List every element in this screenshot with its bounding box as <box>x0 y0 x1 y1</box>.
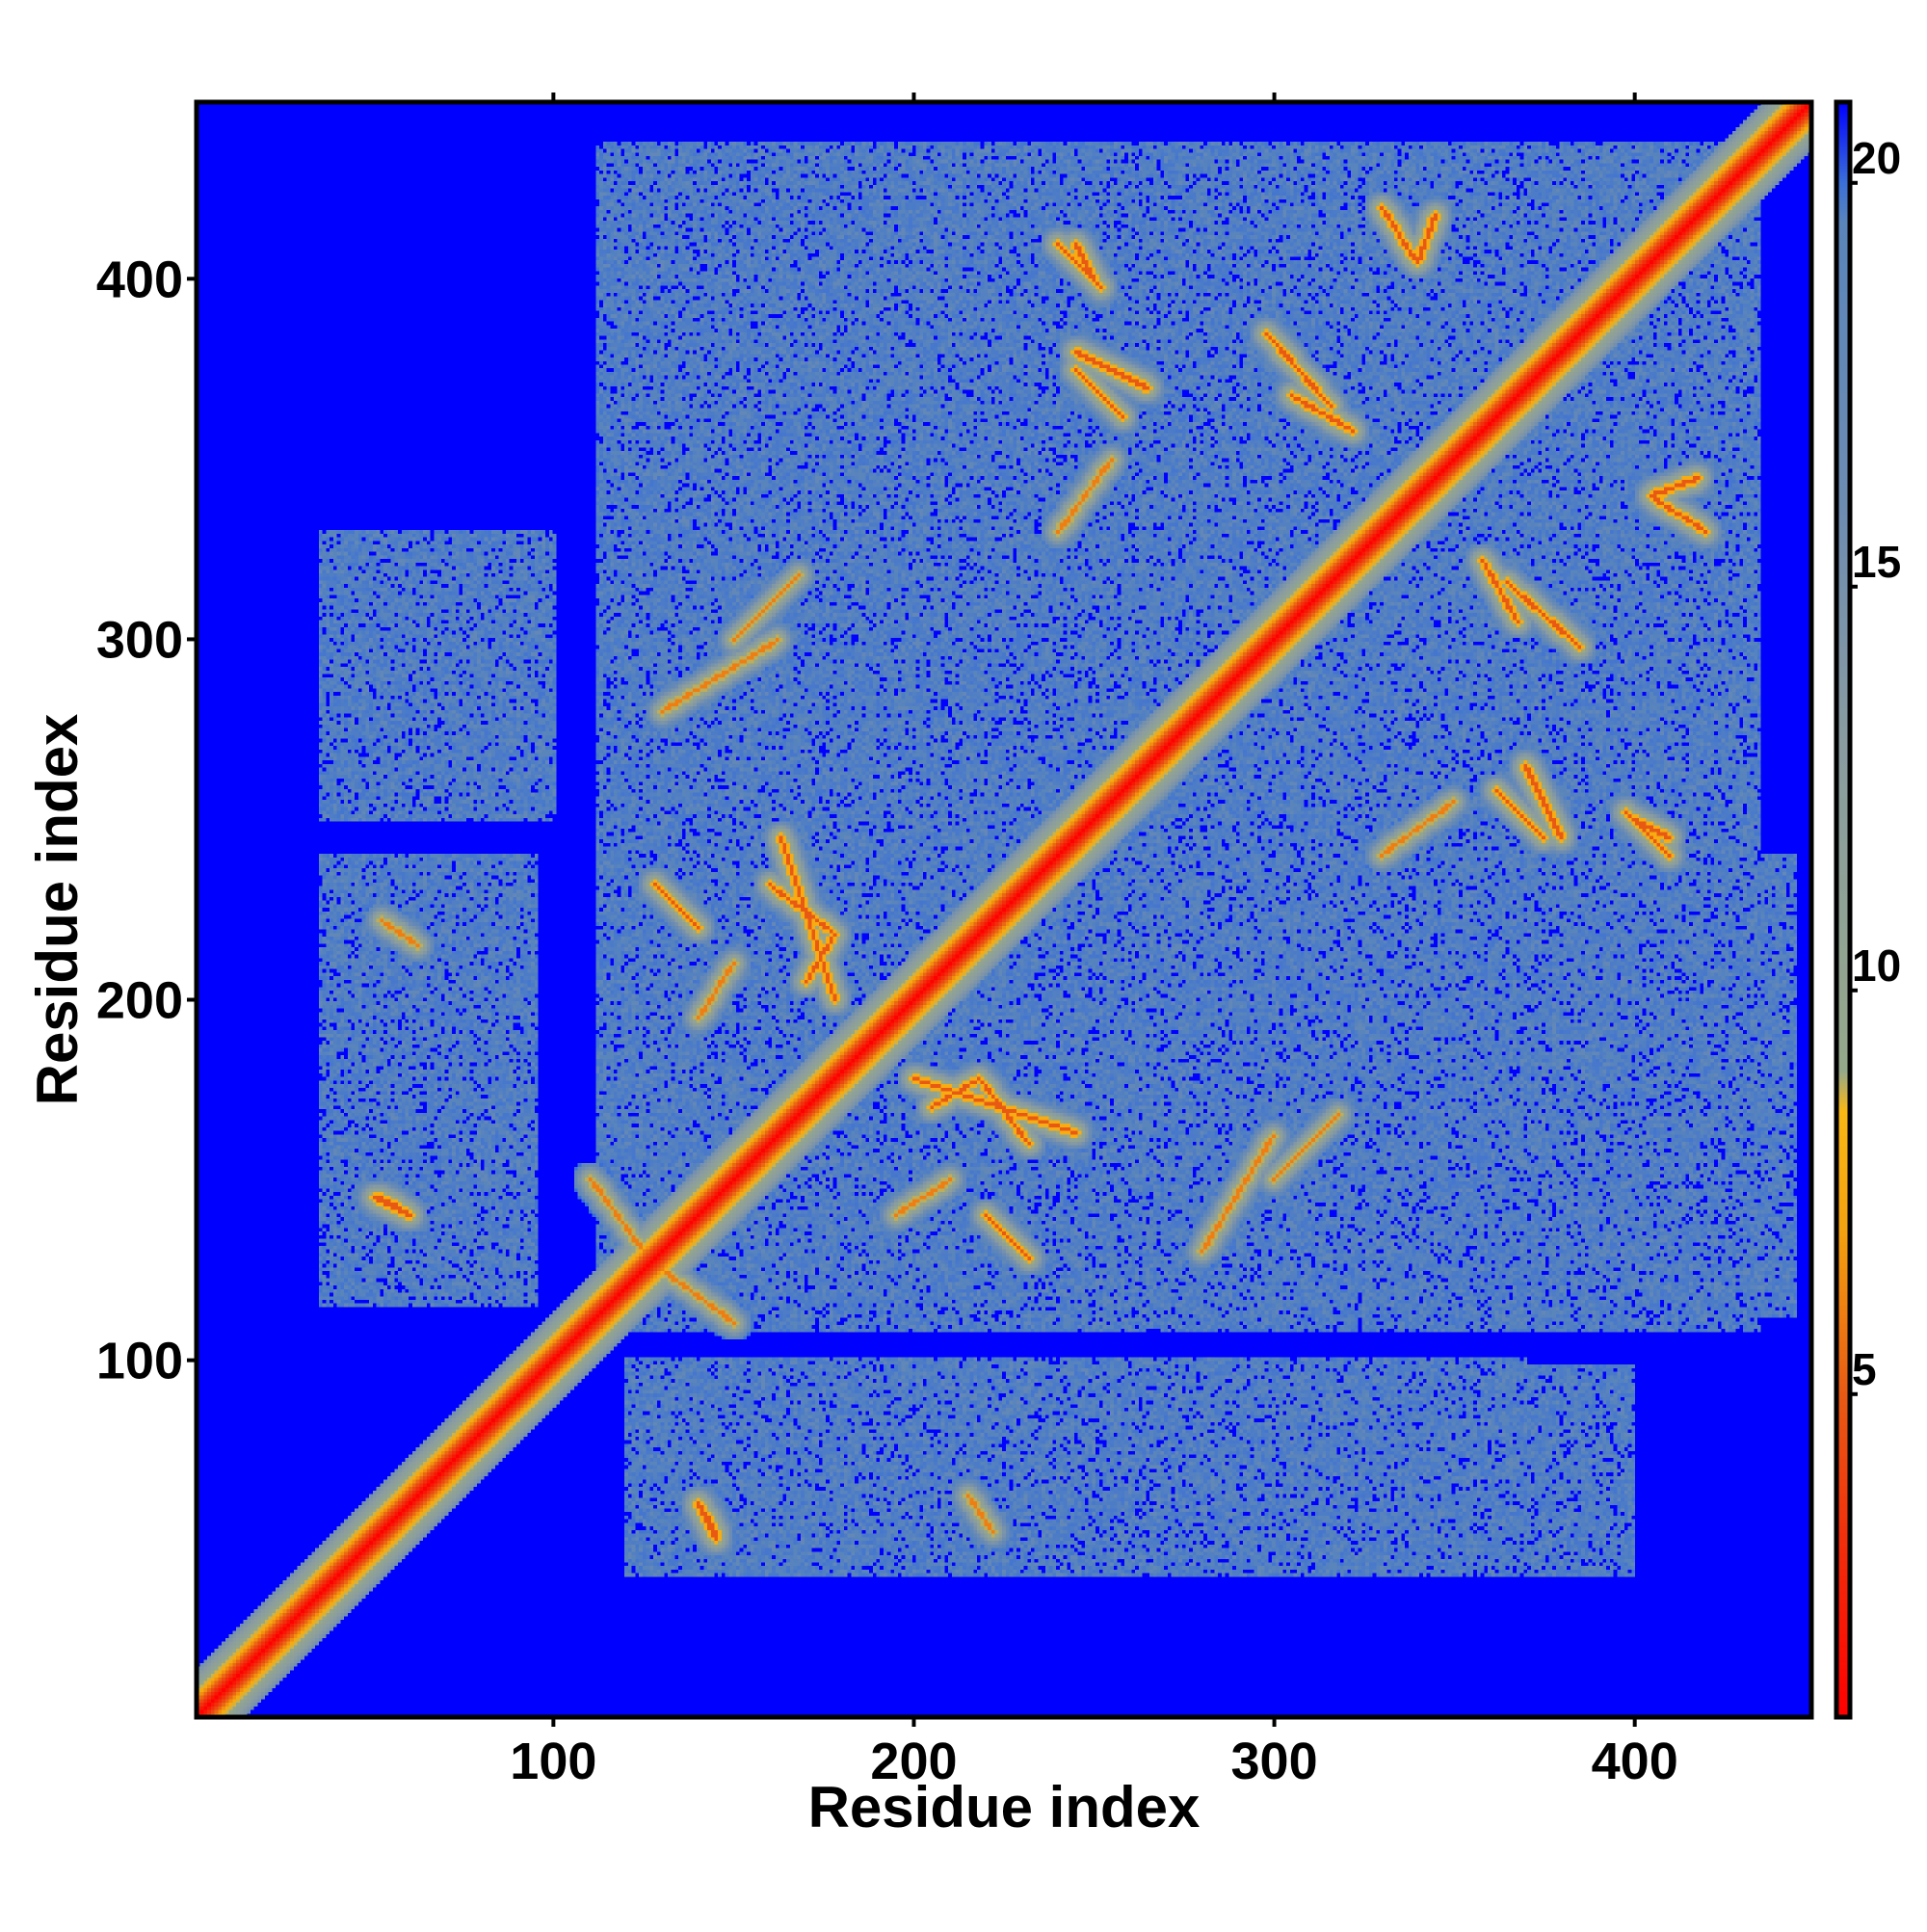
colorbar-tick-label: 10 <box>1852 940 1901 991</box>
x-axis-label: Residue index <box>808 1775 1201 1839</box>
y-tick-label: 200 <box>96 972 183 1030</box>
y-axis-label: Residue index <box>25 714 90 1106</box>
x-tick-label: 300 <box>1231 1733 1318 1790</box>
x-tick-label: 200 <box>870 1733 957 1790</box>
x-tick-label: 100 <box>510 1733 596 1790</box>
y-tick-label: 300 <box>96 611 183 669</box>
y-axis-ticks: 100 200 300 400 <box>96 251 197 1390</box>
colorbar-gradient <box>1834 99 1853 1720</box>
y-tick-label: 400 <box>96 251 183 308</box>
y-tick-label: 100 <box>96 1333 183 1390</box>
heatmap-layer <box>197 102 1811 1717</box>
plot-frame <box>194 99 1814 1720</box>
colorbar-ticks: 5 10 15 20 <box>1850 133 1901 1396</box>
colorbar: 5 10 15 20 <box>1834 99 1901 1720</box>
colorbar-tick-label: 20 <box>1852 133 1901 183</box>
x-axis-ticks: 100 200 300 400 <box>510 93 1678 1790</box>
x-tick-label: 400 <box>1592 1733 1678 1790</box>
heatmap-cells <box>197 102 1811 1717</box>
colorbar-tick-label: 15 <box>1852 537 1901 587</box>
colorbar-tick-label: 5 <box>1852 1344 1877 1394</box>
